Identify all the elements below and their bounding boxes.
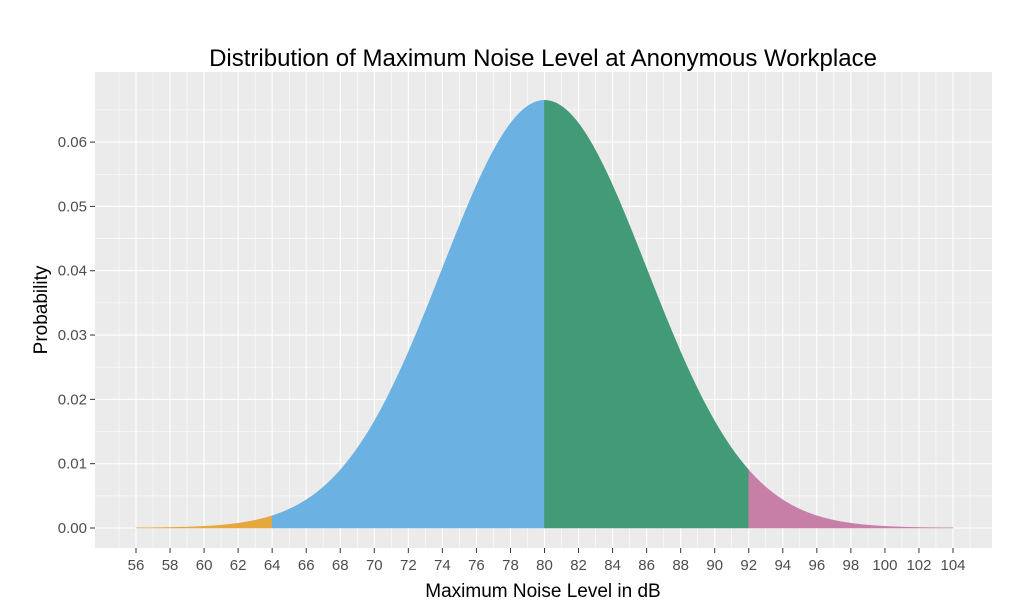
x-tick-label: 68 [332, 557, 349, 574]
x-tick-label: 82 [570, 557, 587, 574]
x-tick-label: 92 [740, 557, 757, 574]
density-region-64-80 [271, 100, 545, 529]
density-region-80-92 [544, 100, 750, 529]
y-axis: 0.00 0.01 0.02 0.03 0.04 0.05 0.06 [58, 134, 95, 537]
x-tick-label: 62 [230, 557, 247, 574]
x-axis: 56 58 60 62 64 66 68 70 72 74 76 78 80 82 84 86 88 90 92 94… [128, 548, 966, 574]
x-tick-label: 90 [706, 557, 723, 574]
x-tick-label: 88 [672, 557, 689, 574]
y-tick-label: 0.00 [58, 520, 87, 537]
x-tick-label: 60 [196, 557, 213, 574]
x-tick-label: 78 [502, 557, 519, 574]
y-axis-title: Probability [31, 265, 52, 354]
x-tick-label: 64 [264, 557, 281, 574]
x-tick-label: 84 [604, 557, 621, 574]
x-tick-label: 76 [468, 557, 485, 574]
x-tick-label: 100 [872, 557, 897, 574]
density-areas [135, 100, 954, 529]
x-tick-label: 94 [774, 557, 791, 574]
y-tick-label: 0.02 [58, 391, 87, 408]
x-tick-label: 74 [434, 557, 451, 574]
density-region-56-64 [135, 515, 273, 529]
chart-title: Distribution of Maximum Noise Level at A… [209, 45, 877, 72]
x-axis-title: Maximum Noise Level in dB [425, 581, 660, 602]
x-tick-label: 80 [536, 557, 553, 574]
y-tick-label: 0.05 [58, 198, 87, 215]
y-tick-label: 0.04 [58, 263, 87, 280]
x-tick-label: 56 [128, 557, 145, 574]
x-tick-label: 104 [940, 557, 965, 574]
density-region-92-104 [748, 469, 954, 529]
x-tick-label: 72 [400, 557, 417, 574]
x-tick-label: 86 [638, 557, 655, 574]
x-tick-label: 58 [162, 557, 179, 574]
y-tick-label: 0.06 [58, 134, 87, 151]
x-tick-label: 96 [808, 557, 825, 574]
x-tick-label: 102 [906, 557, 931, 574]
y-tick-label: 0.03 [58, 327, 87, 344]
x-tick-label: 98 [843, 557, 860, 574]
x-tick-label: 66 [298, 557, 315, 574]
x-tick-label: 70 [366, 557, 383, 574]
y-tick-label: 0.01 [58, 456, 87, 473]
